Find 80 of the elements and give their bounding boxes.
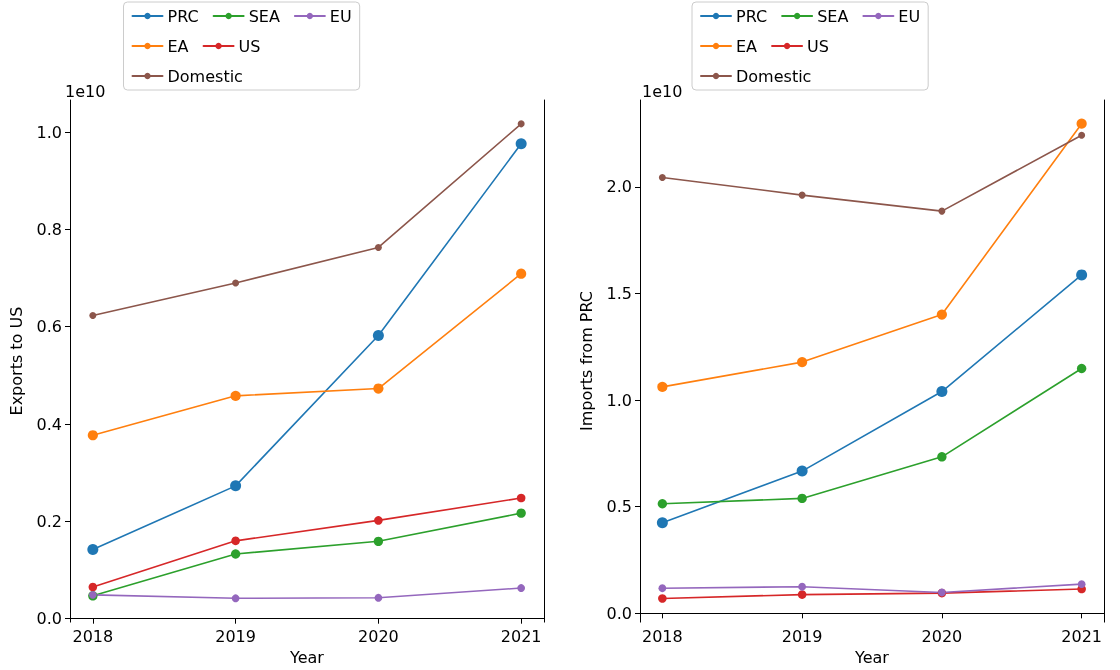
legend-label: SEA: [248, 6, 280, 26]
point: [797, 493, 807, 504]
point: [374, 593, 383, 602]
y-tick-label: 0.4: [36, 414, 62, 434]
point: [230, 480, 242, 492]
y-tick-label: 1.0: [606, 390, 632, 410]
point: [937, 452, 947, 462]
legend-label: Domestic: [167, 66, 243, 86]
point: [87, 430, 98, 441]
legend-label: Domestic: [736, 66, 812, 86]
legend-label: PRC: [167, 6, 199, 26]
legend-label: US: [238, 36, 261, 56]
legend-label: EU: [898, 6, 921, 26]
y-tick-label: 1.0: [36, 122, 62, 142]
text: 1e10: [642, 81, 683, 101]
point: [374, 516, 383, 525]
point: [938, 207, 946, 215]
x-tick-label: 2021: [500, 626, 542, 646]
point: [1076, 118, 1087, 129]
y-tick-label: 0.6: [36, 317, 62, 337]
point: [232, 279, 240, 287]
point: [936, 309, 947, 320]
point: [796, 465, 808, 477]
y-tick-label: 0.0: [606, 603, 632, 623]
point: [88, 582, 98, 592]
y-axis-title: Imports from PRC: [576, 291, 596, 432]
point: [89, 312, 97, 320]
x-tick-label: 2019: [781, 626, 823, 646]
point: [372, 330, 384, 341]
point: [516, 268, 527, 279]
x-axis-title: Year: [854, 647, 890, 667]
point: [658, 594, 667, 603]
point: [516, 508, 526, 518]
point: [656, 517, 668, 529]
point: [516, 493, 526, 503]
point: [1076, 269, 1088, 281]
point: [231, 594, 240, 603]
y-tick-label: 0.2: [36, 511, 62, 531]
y-tick-label: 0.0: [36, 609, 62, 629]
point: [658, 173, 666, 181]
x-tick-label: 2018: [72, 626, 114, 646]
legend-label: SEA: [817, 6, 849, 26]
point: [373, 536, 384, 547]
legend-label: US: [807, 36, 829, 56]
point: [1078, 131, 1086, 139]
y-axis-title: Exports to US: [6, 306, 26, 416]
legend-label: EA: [736, 36, 758, 56]
point: [798, 191, 806, 199]
point: [87, 544, 99, 556]
point: [230, 390, 241, 401]
point: [515, 138, 527, 150]
y-tick-label: 1.5: [606, 283, 632, 303]
x-tick-label: 2019: [215, 626, 256, 646]
point: [798, 582, 807, 591]
point: [657, 499, 668, 509]
point: [374, 243, 382, 251]
point: [373, 383, 384, 394]
x-tick-label: 2021: [1061, 626, 1102, 646]
point: [517, 120, 525, 128]
point: [797, 590, 807, 599]
annotation: 1e10: [65, 81, 106, 101]
x-tick-label: 2018: [642, 626, 683, 646]
y-tick-label: 0.8: [36, 219, 62, 239]
legend-label: EA: [167, 36, 189, 56]
point: [658, 584, 667, 593]
point: [1076, 363, 1087, 374]
point: [936, 386, 948, 398]
x-tick-label: 2020: [921, 626, 963, 646]
x-tick-label: 2020: [358, 626, 399, 646]
point: [517, 584, 526, 592]
x-axis-title: Year: [289, 647, 325, 667]
point: [231, 536, 240, 546]
point: [797, 357, 808, 368]
y-tick-label: 0.5: [606, 497, 632, 517]
point: [1077, 580, 1086, 589]
point: [657, 381, 668, 392]
point: [230, 549, 241, 559]
legend-label: PRC: [736, 6, 768, 26]
legend-label: EU: [329, 6, 352, 26]
y-tick-label: 2.0: [606, 177, 632, 197]
